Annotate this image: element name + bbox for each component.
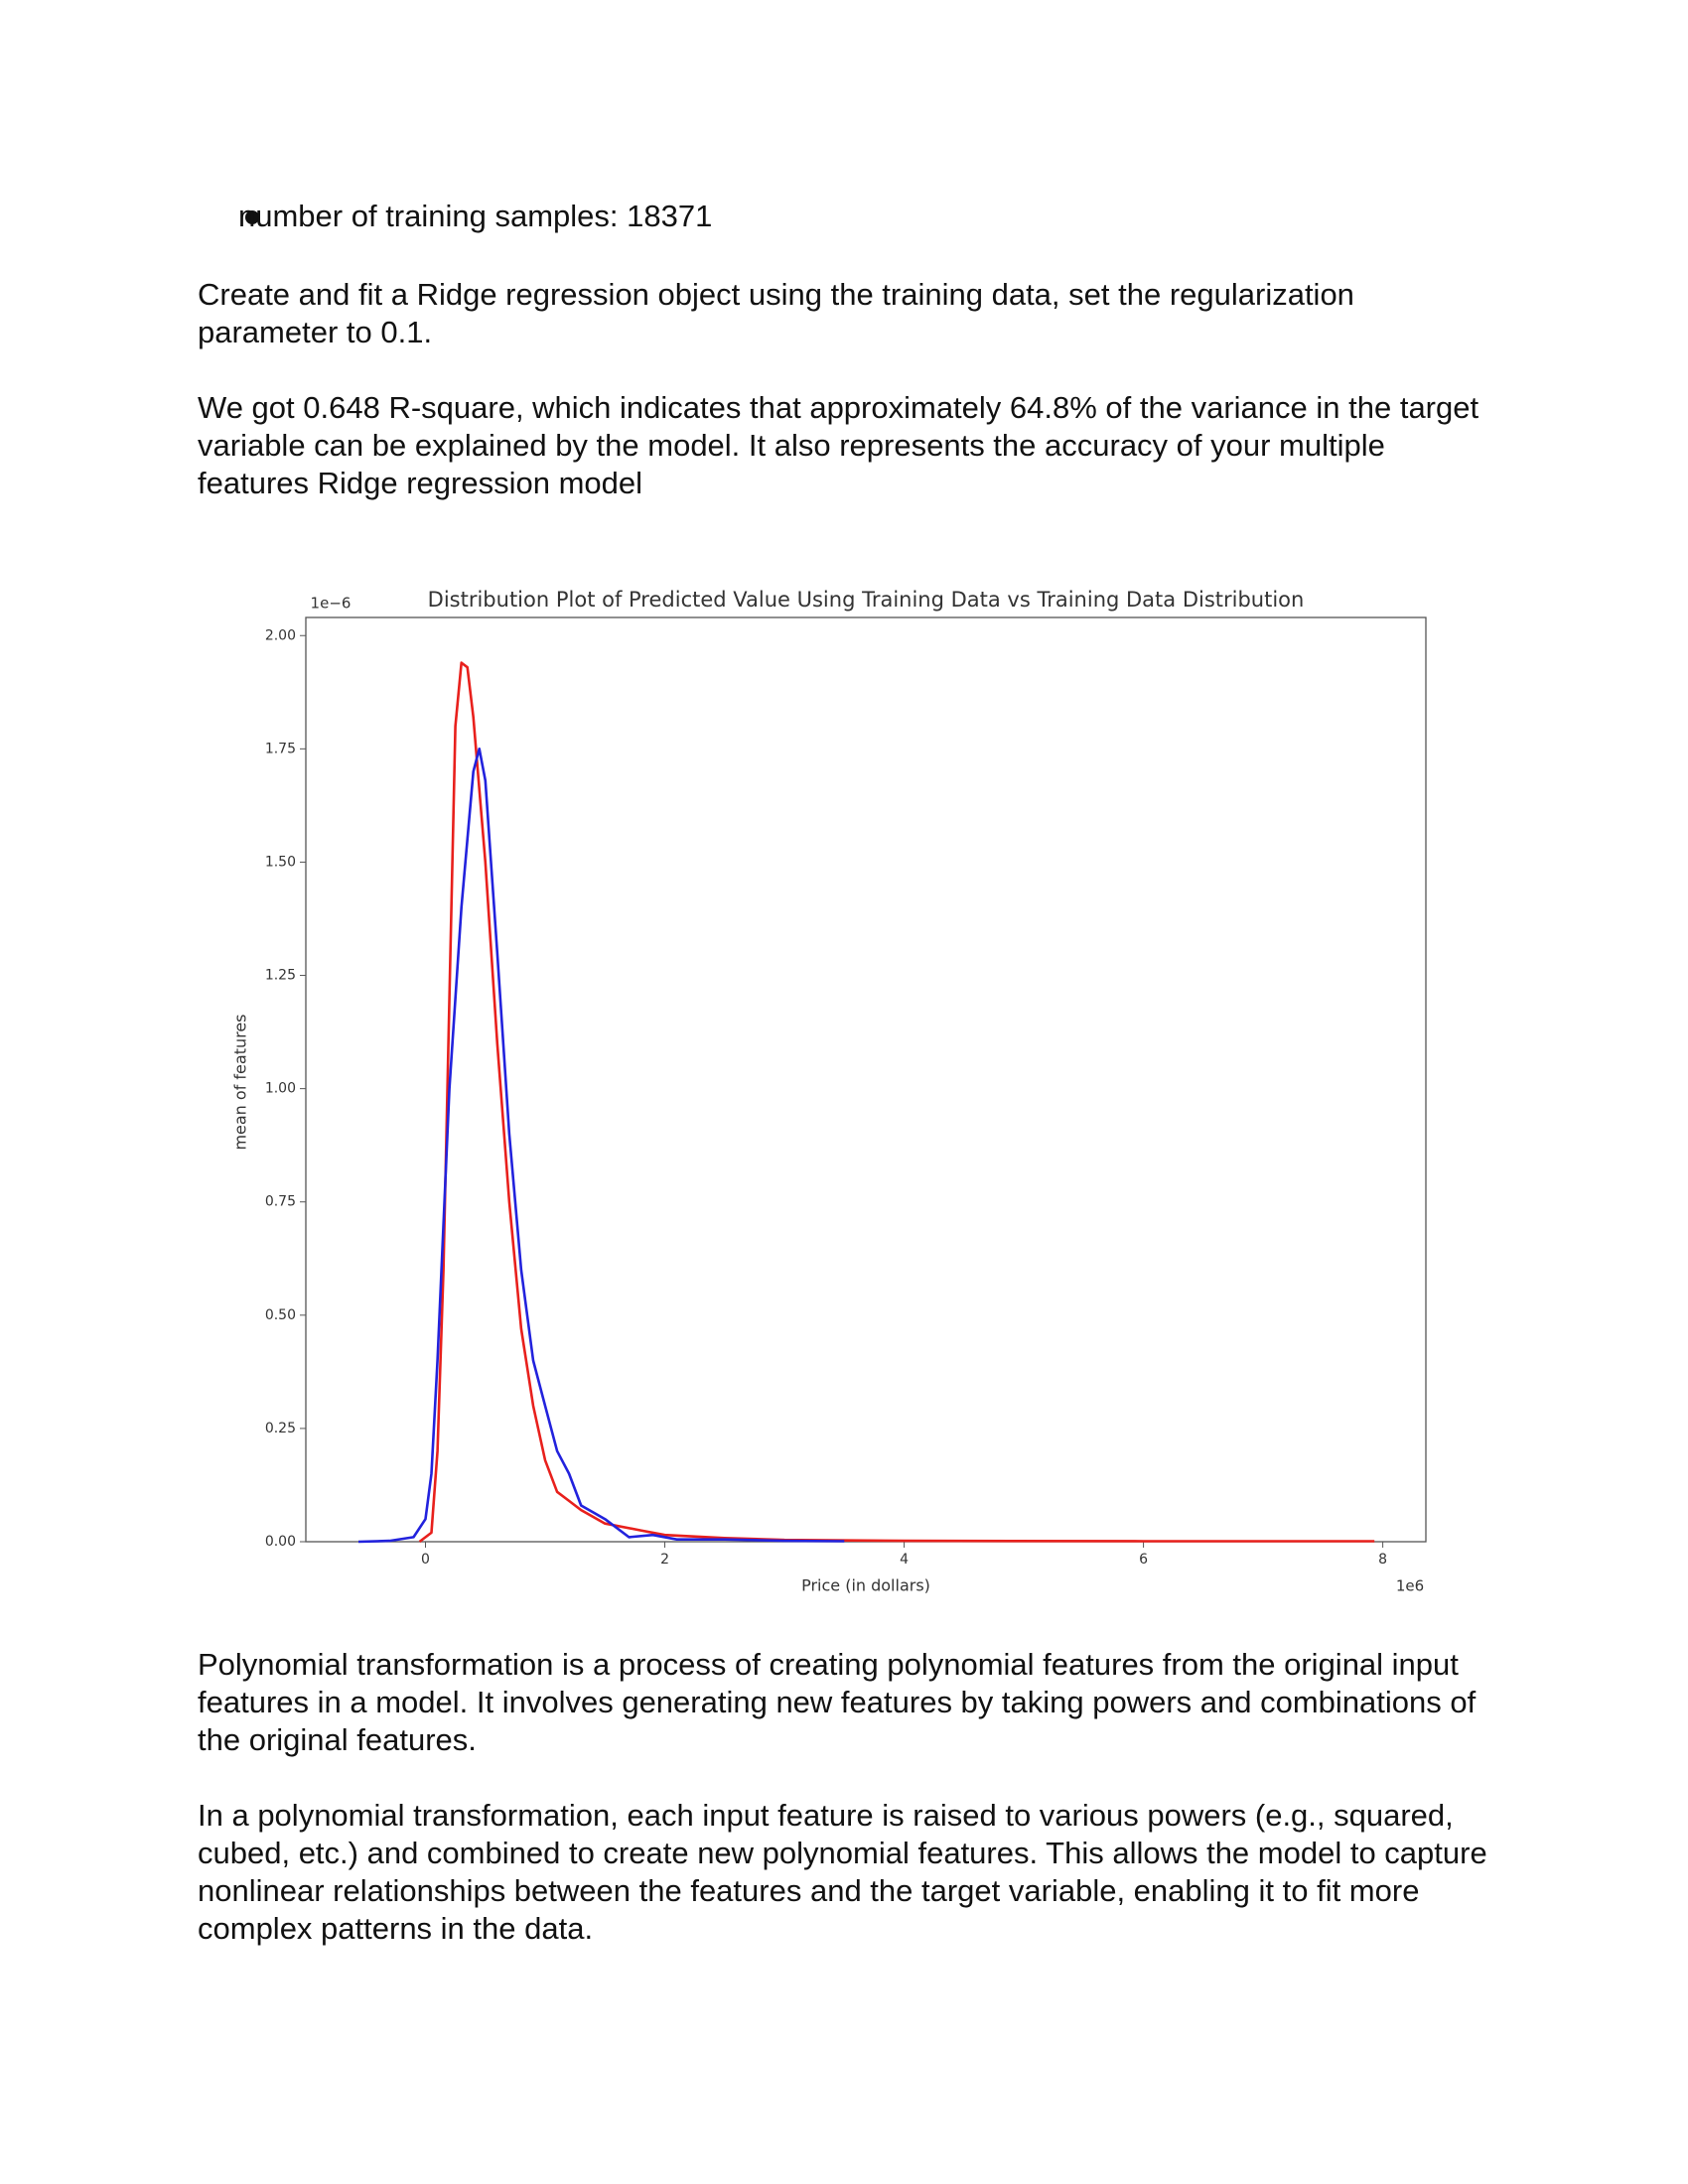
paragraph: In a polynomial transformation, each inp… — [198, 1798, 1487, 1946]
x-tick-label: 0 — [421, 1552, 430, 1568]
y-tick-label: 1.75 — [265, 741, 296, 756]
x-axis-label: Price (in dollars) — [801, 1576, 930, 1595]
y-tick-label: 0.25 — [265, 1421, 296, 1436]
bullet-text: number of training samples: 18371 — [238, 199, 713, 233]
x-tick-label: 4 — [900, 1552, 909, 1568]
chart-title: Distribution Plot of Predicted Value Usi… — [428, 588, 1305, 612]
y-tick-label: 1.25 — [265, 968, 296, 984]
density-line — [357, 748, 845, 1544]
y-tick-label: 0.00 — [265, 1534, 296, 1550]
y-tick-label: 2.00 — [265, 627, 296, 643]
bullet-dot — [245, 210, 259, 224]
y-axis-label: mean of features — [231, 1014, 250, 1150]
y-tick-label: 1.00 — [265, 1081, 296, 1097]
x-tick-label: 6 — [1139, 1552, 1148, 1568]
paragraph: Create and fit a Ridge regression object… — [198, 277, 1354, 349]
y-tick-label: 0.75 — [265, 1194, 296, 1210]
paragraph: Polynomial transformation is a process o… — [198, 1647, 1477, 1757]
paragraph: We got 0.648 R-square, which indicates t… — [198, 390, 1479, 500]
plot-frame — [305, 616, 1427, 1543]
y-offset-label: 1e−6 — [311, 595, 352, 613]
y-tick-label: 1.50 — [265, 854, 296, 870]
density-line — [418, 661, 1375, 1544]
y-tick-label: 0.50 — [265, 1307, 296, 1323]
x-tick-label: 8 — [1378, 1552, 1387, 1568]
x-offset-label: 1e6 — [1396, 1577, 1424, 1595]
x-tick-label: 2 — [660, 1552, 669, 1568]
